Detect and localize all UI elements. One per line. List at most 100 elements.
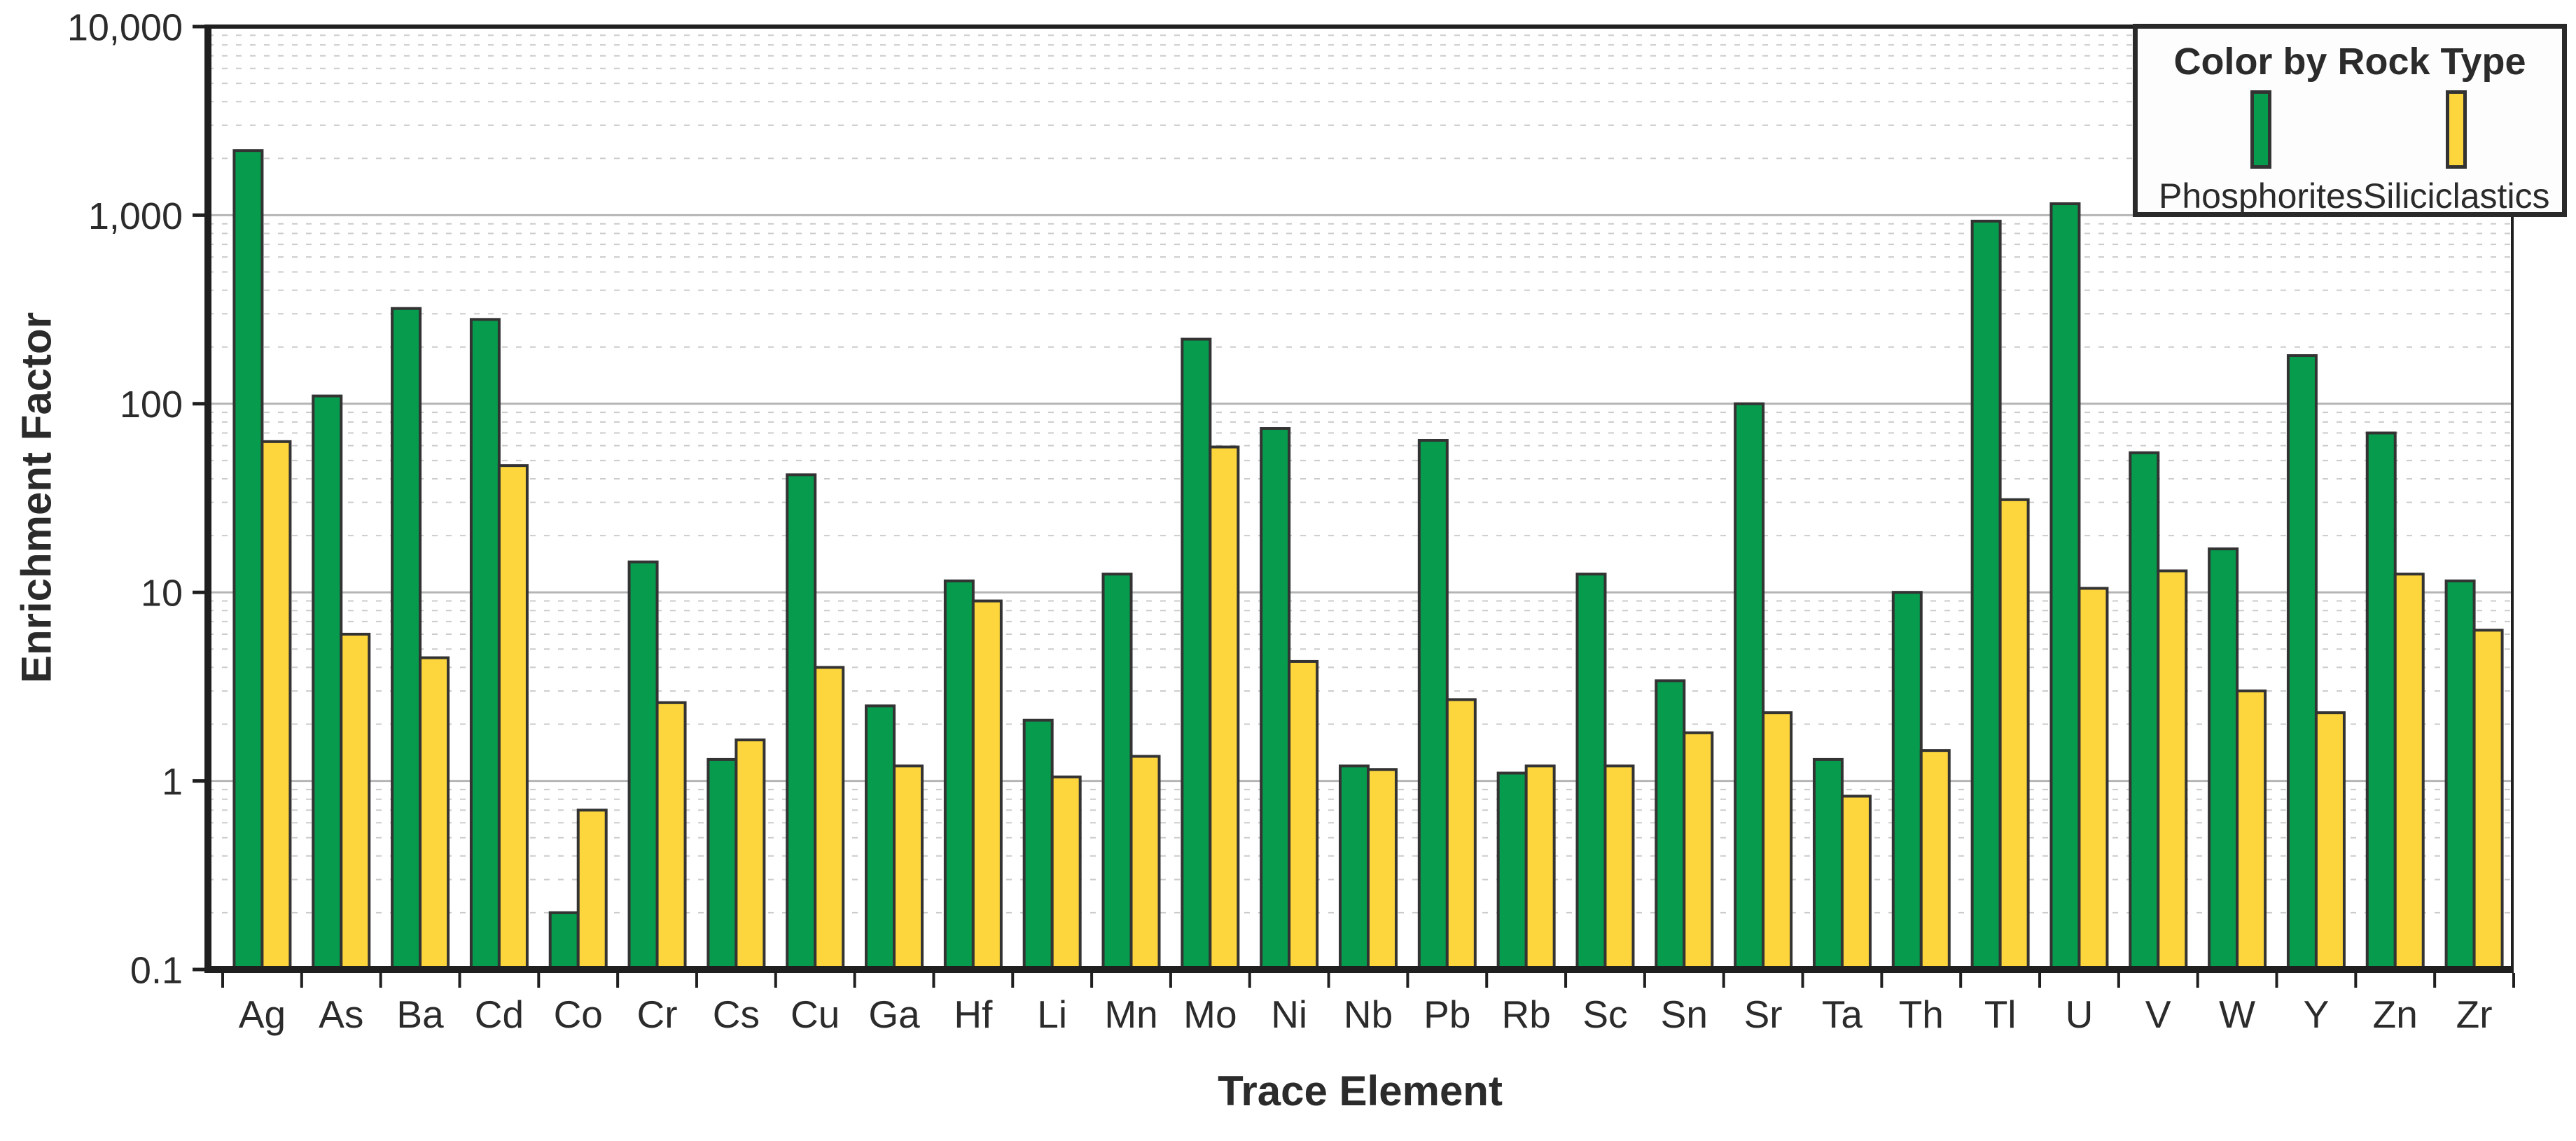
bar-phosphorites-Rb	[1496, 771, 1528, 972]
bar-siliciclastics-Ag	[260, 440, 292, 971]
legend-label: Phosphorites	[2159, 176, 2363, 216]
bar-phosphorites-As	[312, 394, 343, 971]
x-label-Tl: Tl	[1984, 993, 2017, 1036]
bar-siliciclastics-U	[2077, 587, 2109, 971]
bar-siliciclastics-Y	[2314, 711, 2346, 971]
bar-phosphorites-Sr	[1734, 402, 1765, 971]
x-label-Ni: Ni	[1271, 993, 1307, 1036]
y-tick-label-1: 1	[162, 761, 183, 803]
bar-siliciclastics-Pb	[1445, 698, 1477, 972]
bar-phosphorites-Ag	[232, 149, 264, 971]
bar-siliciclastics-Cs	[734, 738, 766, 971]
x-label-Ba: Ba	[396, 993, 444, 1036]
y-tick-label-0.1: 0.1	[130, 949, 183, 991]
bar-siliciclastics-Sn	[1683, 731, 1714, 971]
bar-phosphorites-Th	[1891, 591, 1923, 971]
bar-phosphorites-V	[2129, 451, 2160, 971]
bar-phosphorites-Ta	[1812, 757, 1844, 972]
x-label-U: U	[2066, 993, 2094, 1036]
y-tick-label-1,000: 1,000	[88, 195, 183, 237]
bar-phosphorites-Li	[1022, 718, 1054, 971]
x-label-Rb: Rb	[1501, 993, 1550, 1036]
bar-siliciclastics-Nb	[1367, 768, 1398, 972]
x-label-Sn: Sn	[1661, 993, 1708, 1036]
bar-siliciclastics-Ba	[419, 656, 450, 972]
x-label-Li: Li	[1037, 993, 1067, 1036]
y-tick-label-10,000: 10,000	[67, 6, 183, 48]
bar-siliciclastics-Sr	[1762, 711, 1793, 971]
legend: Color by Rock Type Phosphorites Silicicla…	[2133, 24, 2567, 217]
bar-siliciclastics-Ni	[1288, 659, 1319, 971]
bar-phosphorites-Tl	[1970, 219, 2002, 971]
legend-entry-siliciclastics: Siliciclastics	[2363, 90, 2550, 216]
bar-phosphorites-U	[2049, 202, 2081, 972]
bar-siliciclastics-Hf	[971, 599, 1003, 971]
bar-phosphorites-Mo	[1181, 337, 1212, 971]
bar-phosphorites-Mn	[1101, 573, 1133, 971]
x-label-Cu: Cu	[791, 993, 840, 1036]
x-label-Y: Y	[2304, 993, 2330, 1036]
bar-siliciclastics-Zn	[2393, 573, 2425, 971]
bar-siliciclastics-Mo	[1209, 445, 1240, 971]
bar-phosphorites-Zr	[2444, 579, 2476, 971]
y-axis-title: Enrichment Factor	[13, 312, 60, 684]
x-label-Ga: Ga	[868, 993, 920, 1036]
bar-siliciclastics-Co	[576, 808, 608, 971]
legend-entries: Phosphorites Siliciclastics	[2138, 90, 2562, 216]
legend-swatch-phosphorites	[2250, 90, 2271, 169]
bar-phosphorites-Cr	[627, 560, 659, 971]
bar-phosphorites-Y	[2286, 354, 2318, 971]
bar-phosphorites-Ba	[391, 307, 422, 971]
x-label-Zn: Zn	[2373, 993, 2418, 1036]
bar-siliciclastics-Th	[1919, 749, 1951, 971]
bar-phosphorites-Co	[548, 911, 580, 971]
x-label-Th: Th	[1899, 993, 1944, 1036]
bar-siliciclastics-Ta	[1840, 794, 1872, 972]
x-label-Mo: Mo	[1183, 993, 1237, 1036]
bar-siliciclastics-Zr	[2472, 629, 2504, 971]
legend-swatch-siliciclastics	[2446, 90, 2467, 169]
bar-siliciclastics-Cu	[814, 666, 845, 971]
bar-siliciclastics-Li	[1050, 775, 1082, 971]
x-label-Sr: Sr	[1744, 993, 1783, 1036]
bar-phosphorites-Sc	[1575, 573, 1607, 971]
bar-siliciclastics-V	[2157, 569, 2188, 971]
bar-siliciclastics-Cd	[497, 464, 529, 971]
x-label-Sc: Sc	[1582, 993, 1627, 1036]
bar-siliciclastics-Ga	[893, 764, 924, 971]
bar-phosphorites-Sn	[1655, 679, 1686, 971]
bar-siliciclastics-As	[340, 632, 371, 971]
bar-phosphorites-Ga	[865, 704, 896, 971]
bar-siliciclastics-Tl	[1998, 498, 2030, 971]
bar-phosphorites-Pb	[1417, 439, 1449, 971]
x-label-Pb: Pb	[1423, 993, 1470, 1036]
bar-phosphorites-Cu	[786, 473, 817, 971]
bar-phosphorites-Zn	[2365, 431, 2397, 971]
x-label-W: W	[2219, 993, 2255, 1036]
x-label-Hf: Hf	[954, 993, 993, 1036]
x-label-Cr: Cr	[637, 993, 678, 1036]
x-label-Nb: Nb	[1344, 993, 1393, 1036]
bar-siliciclastics-Cr	[655, 701, 687, 971]
bar-phosphorites-Ni	[1260, 427, 1291, 971]
x-label-Co: Co	[554, 993, 603, 1036]
bar-siliciclastics-W	[2236, 690, 2267, 971]
x-label-As: As	[319, 993, 363, 1036]
x-label-Mn: Mn	[1104, 993, 1157, 1036]
bar-siliciclastics-Mn	[1129, 755, 1161, 971]
legend-label: Siliciclastics	[2362, 176, 2550, 216]
bar-siliciclastics-Sc	[1603, 764, 1635, 971]
legend-title: Color by Rock Type	[2173, 41, 2526, 83]
x-label-V: V	[2145, 993, 2171, 1036]
bar-phosphorites-Cd	[469, 318, 501, 971]
x-label-Cs: Cs	[713, 993, 760, 1036]
x-axis-title: Trace Element	[1218, 1068, 1503, 1114]
x-label-Cd: Cd	[475, 993, 524, 1036]
bar-phosphorites-Nb	[1339, 764, 1370, 971]
bar-phosphorites-Cs	[706, 757, 738, 972]
y-tick-label-100: 100	[120, 384, 183, 426]
bar-phosphorites-Hf	[943, 579, 975, 971]
x-label-Ta: Ta	[1822, 993, 1863, 1036]
